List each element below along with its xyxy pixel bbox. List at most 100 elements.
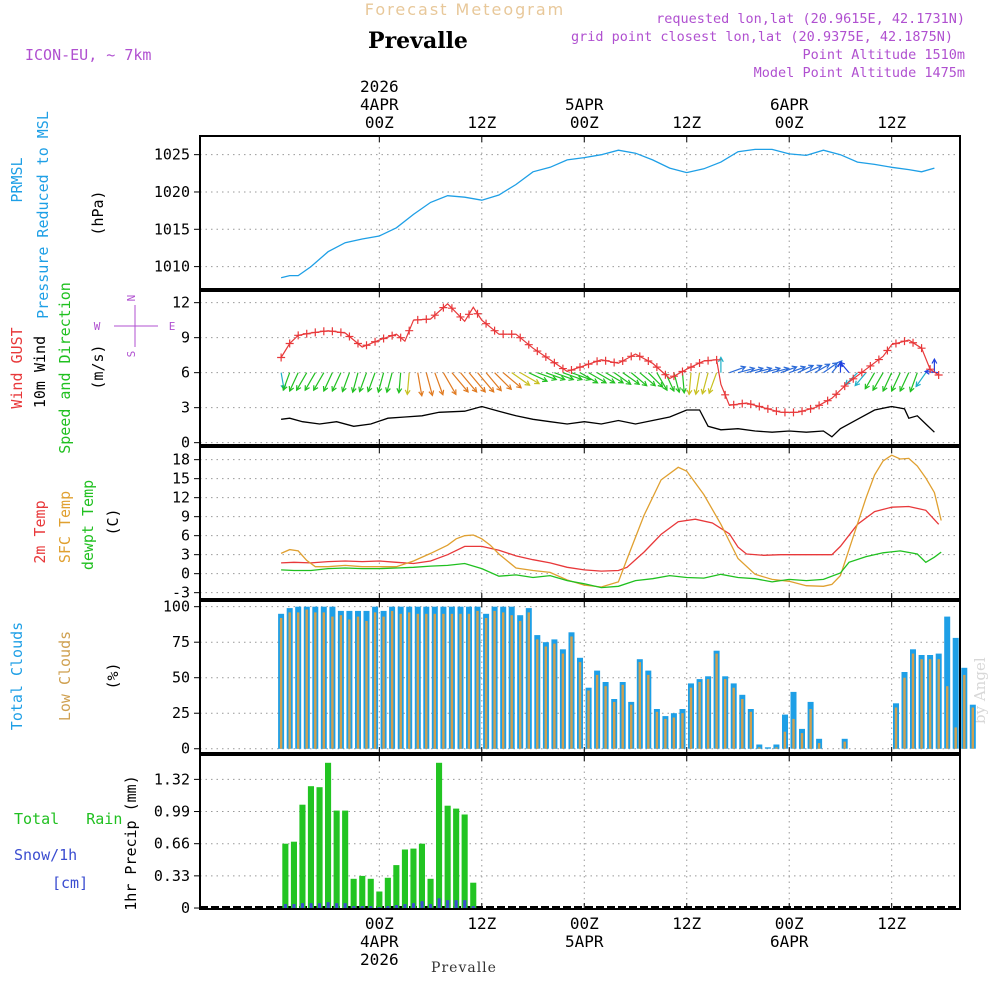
gust-marker: [524, 340, 533, 349]
gust-marker: [294, 331, 303, 340]
wind-arrow-head: [650, 380, 657, 387]
y-tick-label: 0.66: [154, 835, 190, 853]
wind-arrow-head: [757, 366, 765, 373]
wind-arrow-head: [800, 365, 807, 371]
snow-bar: [318, 903, 322, 909]
wind-arrow: [313, 372, 325, 391]
y-tick-label: 0: [181, 565, 190, 583]
gust-marker: [558, 364, 567, 373]
temp-label: 2m Temp: [31, 500, 49, 563]
wind-arrow: [554, 372, 574, 381]
low-cloud-bar: [587, 690, 590, 749]
wind-arrow: [708, 372, 718, 394]
gust-marker: [866, 361, 875, 370]
gust-marker: [644, 357, 653, 365]
wind-arrow-head: [634, 379, 641, 386]
low-cloud-bar: [630, 704, 633, 749]
wind-arrow-head: [559, 375, 566, 381]
wind-line: [281, 405, 935, 438]
chart-subtitle: Forecast Meteogram: [365, 0, 565, 19]
prmsl-label: PRMSL: [8, 157, 26, 202]
low-cloud-bar: [604, 686, 607, 749]
rain-bar: [393, 865, 400, 908]
low-cloud-bar: [920, 659, 923, 749]
total-cloud-bar: [782, 714, 788, 749]
wind-arrow-head: [791, 365, 798, 371]
bottom-hour-label: 12Z: [672, 914, 701, 933]
rain-bar: [359, 875, 366, 909]
gust-marker: [635, 352, 644, 361]
wind-arrow: [729, 366, 746, 374]
gust-marker: [499, 330, 508, 339]
top-date-label: 4APR: [360, 95, 399, 114]
rain-bar: [316, 787, 323, 909]
gust-marker: [934, 371, 943, 379]
wind-arrow: [459, 372, 478, 393]
wind-arrow-head: [524, 380, 531, 386]
low-cloud-bar: [408, 612, 411, 749]
wind-arrow: [780, 366, 797, 374]
wind-arrow: [511, 372, 530, 386]
model-label: ICON-EU, ~ 7km: [25, 46, 151, 64]
rain-bar: [436, 762, 443, 908]
low-cloud-bar: [749, 711, 752, 749]
gust-marker: [371, 337, 380, 346]
wind-arrow-head: [331, 385, 337, 393]
y-tick-label: 6: [181, 364, 190, 382]
wind-arrow: [701, 372, 709, 394]
pressure-unit: (hPa): [89, 190, 107, 235]
wind-arrow-head: [322, 385, 329, 393]
wind-arrow-head: [418, 390, 424, 398]
gust-marker: [464, 310, 473, 319]
y-tick-label: 0: [181, 434, 190, 452]
y-tick-label: 3: [181, 546, 190, 564]
bottom-hour-label: 12Z: [467, 914, 496, 933]
wind-arrow: [537, 372, 557, 381]
wind-arrow-head: [931, 357, 938, 364]
wind-arrow: [323, 372, 333, 392]
bottom-date-label: 5APR: [565, 932, 604, 951]
rain-bar: [453, 808, 460, 908]
wind-arrow-head: [428, 390, 435, 397]
gust-marker: [601, 356, 610, 365]
wind-arrow-head: [304, 385, 310, 392]
gust-marker: [336, 328, 345, 337]
gust-marker: [473, 309, 482, 318]
low-clouds-label: Low Clouds: [56, 631, 74, 721]
compass-south: S: [125, 351, 138, 358]
y-tick-label: 3: [181, 399, 190, 417]
top-hour-label: 12Z: [467, 113, 496, 132]
low-cloud-bar: [450, 613, 454, 749]
wind-arrow: [519, 372, 540, 385]
snow-bar: [471, 906, 475, 908]
panel-frame: [199, 600, 961, 754]
clouds-unit: (%): [104, 662, 122, 689]
wind-arrow-head: [351, 387, 357, 394]
gust-marker: [891, 339, 900, 348]
wind-arrow-head: [816, 364, 823, 370]
wind-arrow: [688, 372, 692, 395]
low-cloud-bar: [297, 612, 300, 749]
wind-arrow-head: [625, 379, 632, 386]
low-cloud-bar: [800, 733, 804, 749]
low-cloud-bar: [775, 747, 778, 749]
gust-marker: [507, 330, 516, 339]
wind-arrow: [656, 372, 668, 391]
gust-marker: [302, 329, 311, 338]
wind-arrow-head: [568, 375, 575, 381]
bottom-hour-label: 00Z: [775, 914, 804, 933]
low-cloud-bar: [314, 612, 317, 749]
gust-marker: [388, 331, 397, 340]
temp-unit: (C): [104, 508, 122, 535]
wind-arrow-head: [854, 380, 861, 387]
low-cloud-bar: [946, 686, 949, 749]
wind-arrow-head: [641, 380, 648, 387]
wind-arrow-head: [864, 383, 870, 390]
gust-marker: [652, 363, 661, 372]
low-cloud-bar: [681, 713, 684, 749]
wind-arrow: [442, 372, 457, 395]
wind-arrow-head: [675, 387, 681, 394]
wind-arrow: [882, 372, 893, 392]
wind-arrow-head: [749, 366, 756, 373]
panel-0: 1010 1015 1020 1025: [154, 135, 961, 290]
